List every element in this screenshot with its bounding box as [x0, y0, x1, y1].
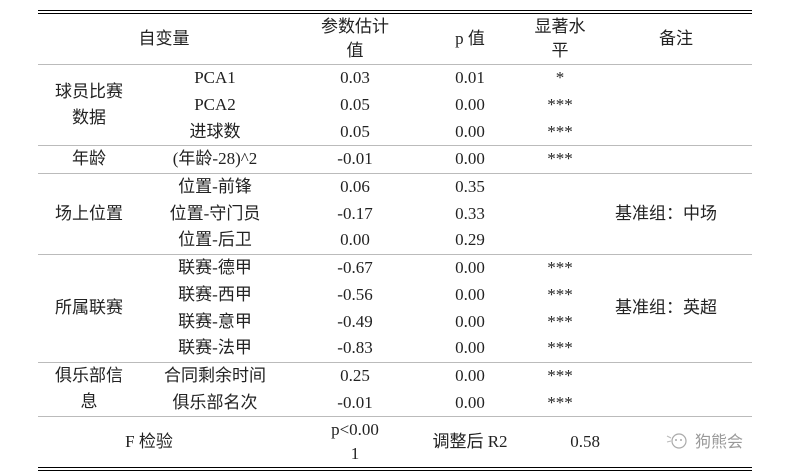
p-value-cell: 0.00: [455, 365, 485, 385]
group-label: 所属联赛: [38, 254, 140, 363]
header-row: 自变量 参数估计值 p 值 显著水平 备注: [38, 12, 752, 65]
p-value-cell: 0.33: [455, 203, 485, 223]
variable-cell: 联赛-法甲: [140, 334, 290, 363]
header-p: p 值: [420, 12, 520, 65]
variable-cell: 俱乐部名次: [140, 389, 290, 417]
note-cell: [600, 362, 752, 417]
p-value-cell: 0.00: [420, 118, 520, 147]
p-value-cell: 0.35: [455, 177, 485, 197]
significance-cell: *: [555, 68, 565, 88]
table-row: 俱乐部名次 -0.01 0.00 ***: [38, 389, 752, 417]
p-value-cell: 0.00: [455, 284, 485, 304]
header-note: 备注: [600, 12, 752, 65]
p-value-cell: 0.00: [420, 334, 520, 363]
significance-cell: ***: [547, 311, 573, 331]
variable-cell: 联赛-西甲: [178, 284, 252, 304]
table-row: 位置-后卫 0.00 0.29: [38, 227, 752, 255]
significance-cell: ***: [547, 284, 573, 304]
variable-cell: 位置-守门员: [169, 203, 261, 223]
significance-cell: ***: [520, 389, 600, 417]
table-row: 联赛-法甲 -0.83 0.00 ***: [38, 334, 752, 363]
estimate-cell: 0.25: [340, 365, 370, 385]
significance-cell: ***: [520, 334, 600, 363]
p-value-cell: 0.29: [420, 227, 520, 255]
estimate-cell: -0.83: [290, 334, 420, 363]
variable-cell: 进球数: [140, 118, 290, 147]
variable-cell: 位置-前锋: [178, 177, 252, 197]
significance-cell: ***: [520, 118, 600, 147]
variable-cell: PCA1: [194, 68, 236, 88]
significance-cell: ***: [547, 365, 573, 385]
variable-cell: 合同剩余时间: [164, 365, 266, 385]
table-row: 进球数 0.05 0.00 ***: [38, 118, 752, 147]
estimate-cell: 0.00: [290, 227, 420, 255]
significance-cell: ***: [547, 95, 573, 115]
table-row: 联赛-西甲 -0.56 0.00 ***: [38, 282, 752, 309]
estimate-cell: 0.06: [340, 177, 370, 197]
header-variable: 自变量: [38, 12, 290, 65]
adjusted-r2-value: 0.58: [570, 431, 600, 451]
watermark-text: 狗熊会: [695, 434, 744, 451]
estimate-cell: -0.49: [337, 311, 373, 331]
table-row: 球员比赛数据 PCA1 0.03 0.01 *: [38, 64, 752, 147]
significance-cell: ***: [520, 145, 600, 174]
estimate-cell: -0.67: [337, 258, 373, 278]
p-value-cell: 0.00: [420, 145, 520, 174]
table-row: 联赛-意甲 -0.49 0.00 ***: [38, 308, 752, 335]
header-significance: 显著水平: [520, 12, 600, 65]
variable-cell: 联赛-意甲: [178, 311, 252, 331]
table-row: 场上位置 位置-前锋 0.06 0.35 基准组：中场: [38, 173, 752, 255]
variable-cell: 位置-后卫: [140, 227, 290, 255]
estimate-cell: -0.17: [337, 203, 373, 223]
p-value-cell: 0.00: [455, 311, 485, 331]
variable-cell: 联赛-德甲: [178, 258, 252, 278]
note-cell: 基准组：中场: [600, 173, 752, 255]
estimate-cell: 0.03: [340, 68, 370, 88]
significance-cell: [520, 200, 600, 227]
note-cell: 基准组：英超: [600, 254, 752, 363]
variable-cell: PCA2: [194, 95, 236, 115]
adjusted-r2-label: 调整后 R2: [432, 431, 508, 451]
group-label: 场上位置: [38, 173, 140, 255]
f-test-label: F 检验: [125, 431, 173, 451]
p-value-cell: 0.01: [455, 68, 485, 88]
significance-cell: ***: [547, 258, 573, 278]
p-value-cell: 0.00: [420, 389, 520, 417]
estimate-cell: 0.05: [290, 118, 420, 147]
note-cell: [600, 64, 752, 147]
group-label: 俱乐部信息: [38, 362, 140, 417]
p-value-cell: 0.00: [455, 258, 485, 278]
f-test-value: p<0.001: [331, 419, 379, 463]
p-value-cell: 0.00: [455, 95, 485, 115]
group-label: 年龄: [38, 145, 140, 174]
estimate-cell: -0.01: [290, 145, 420, 174]
regression-table: 自变量 参数估计值 p 值 显著水平 备注 球员比赛数据 PCA1 0.03 0.01…: [38, 10, 752, 471]
header-estimate: 参数估计值: [290, 12, 420, 65]
estimate-cell: -0.56: [337, 284, 373, 304]
group-label: 球员比赛数据: [38, 64, 140, 147]
footer-row: F 检验 p<0.001 调整后 R2 0.58: [38, 416, 752, 469]
table-row: 所属联赛 联赛-德甲 -0.67 0.00 *** 基准组：英超: [38, 254, 752, 363]
significance-cell: [520, 227, 600, 255]
table-row: PCA2 0.05 0.00 ***: [38, 92, 752, 119]
table-row: 位置-守门员 -0.17 0.33: [38, 200, 752, 227]
bear-logo-icon: [666, 433, 687, 449]
estimate-cell: -0.01: [290, 389, 420, 417]
significance-cell: [520, 173, 600, 200]
table-row: 年龄 (年龄-28)^2 -0.01 0.00 ***: [38, 145, 752, 174]
variable-cell: (年龄-28)^2: [140, 145, 290, 174]
watermark: 狗熊会: [665, 428, 743, 452]
note-cell: [600, 145, 752, 174]
estimate-cell: 0.05: [340, 95, 370, 115]
table-row: 俱乐部信息 合同剩余时间 0.25 0.00 ***: [38, 362, 752, 417]
